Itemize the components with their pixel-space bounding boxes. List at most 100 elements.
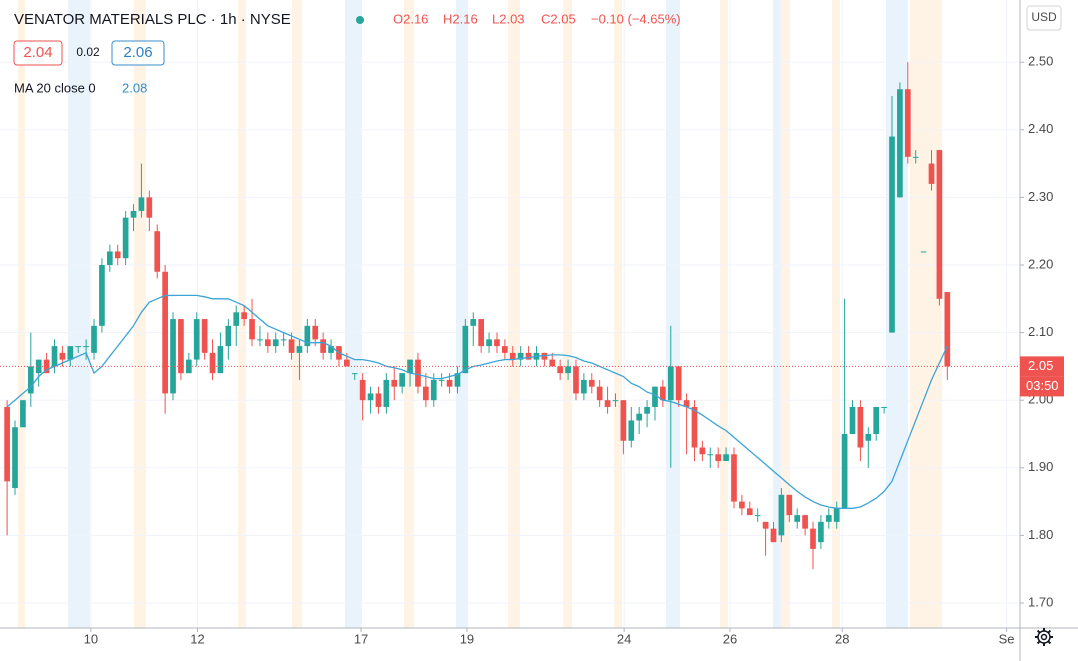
candle-body <box>264 339 271 347</box>
ask-box[interactable] <box>111 40 165 66</box>
candle-body <box>715 454 722 462</box>
settings-icon[interactable] <box>1035 628 1053 646</box>
candle-body <box>67 346 74 360</box>
bid-box[interactable] <box>13 40 63 66</box>
countdown: 03:50 <box>1026 378 1059 393</box>
ma-label: MA 20 close 0 <box>14 80 96 95</box>
candle-body <box>344 359 350 367</box>
candle-body <box>928 163 935 184</box>
candle-body <box>841 433 848 509</box>
candle-body <box>391 379 398 387</box>
candle-body <box>620 400 627 441</box>
candle-body <box>786 494 793 516</box>
candle-body <box>83 346 89 348</box>
spread: 0.02 <box>76 45 100 59</box>
candle-body <box>739 501 745 509</box>
candle-body <box>454 373 461 387</box>
candle-body <box>652 386 658 407</box>
candle-body <box>351 373 358 375</box>
candle-body <box>209 352 216 374</box>
candle-body <box>201 319 208 353</box>
ohlc-high: H2.16 <box>443 11 478 26</box>
x-tick-label: 26 <box>723 631 737 646</box>
candle-body <box>825 515 832 522</box>
candle-body <box>810 528 816 549</box>
candle-body <box>154 231 161 272</box>
candle-body <box>920 251 927 253</box>
ohlc-close: C2.05 <box>541 11 576 26</box>
candle-body <box>59 352 66 360</box>
candle-body <box>517 352 524 360</box>
candle-body <box>667 366 674 401</box>
candle-body <box>193 319 200 360</box>
candle-body <box>628 420 635 441</box>
candle-body <box>865 433 872 441</box>
candle-body <box>43 359 50 374</box>
candle-body <box>778 494 785 536</box>
candle-body <box>904 89 911 157</box>
candle-body <box>636 413 643 421</box>
candle-body <box>478 319 485 347</box>
ask: 2.06 <box>123 44 152 61</box>
candle-body <box>746 508 753 516</box>
candle-body <box>612 400 619 402</box>
candle-body <box>383 379 390 407</box>
candle-body <box>494 339 500 347</box>
x-tick-label: Se <box>999 631 1015 646</box>
candle-body <box>51 346 58 367</box>
candle-body <box>857 406 864 448</box>
candle-body <box>328 346 334 353</box>
candle-body <box>430 379 437 401</box>
candle-body <box>897 89 903 198</box>
candle-body <box>257 339 263 341</box>
candle-body <box>549 359 556 367</box>
candle-body <box>462 325 469 374</box>
candle-body <box>423 386 429 401</box>
candle-body <box>288 339 295 353</box>
candle-body <box>691 406 698 448</box>
candle-body <box>12 427 18 489</box>
plot <box>0 62 1020 570</box>
y-tick-label: 2.40 <box>1028 121 1053 136</box>
candle-body <box>35 359 42 374</box>
candle-body <box>170 319 176 394</box>
candle-body <box>470 319 477 326</box>
candle-body <box>723 454 729 462</box>
candle-body <box>644 406 650 414</box>
candle-body <box>873 406 880 434</box>
candle-body <box>754 515 761 517</box>
candle-body <box>320 339 326 353</box>
ma-value: 2.08 <box>122 80 147 95</box>
candle-body <box>75 346 82 348</box>
currency-button[interactable] <box>1026 5 1062 31</box>
candle-body <box>502 346 508 353</box>
candle-body <box>881 406 887 408</box>
y-tick-label: 1.70 <box>1028 594 1053 609</box>
candle-body <box>375 393 382 407</box>
candle-body <box>683 400 690 407</box>
candle-body <box>399 373 405 387</box>
candle-body <box>280 339 287 341</box>
candle-body <box>20 400 26 428</box>
grid <box>0 0 1020 628</box>
candle-body <box>699 447 706 455</box>
candle-body <box>794 515 801 522</box>
y-tick-label: 1.90 <box>1028 459 1053 474</box>
candle-body <box>185 359 192 374</box>
candle-body <box>407 359 413 374</box>
candle-body <box>565 366 571 374</box>
candle-body <box>130 210 137 218</box>
candle-body <box>304 325 311 347</box>
candle-body <box>557 366 564 374</box>
candle-body <box>233 312 240 326</box>
candle-body <box>802 515 808 529</box>
candle-body <box>122 217 129 259</box>
candle-body <box>707 454 714 456</box>
candle-body <box>272 339 279 347</box>
candle-body <box>178 319 184 374</box>
candle-body <box>581 379 587 394</box>
candle-body <box>162 271 168 394</box>
candle-body <box>762 521 769 529</box>
x-tick-label: 28 <box>835 631 849 646</box>
candle-body <box>138 197 145 211</box>
